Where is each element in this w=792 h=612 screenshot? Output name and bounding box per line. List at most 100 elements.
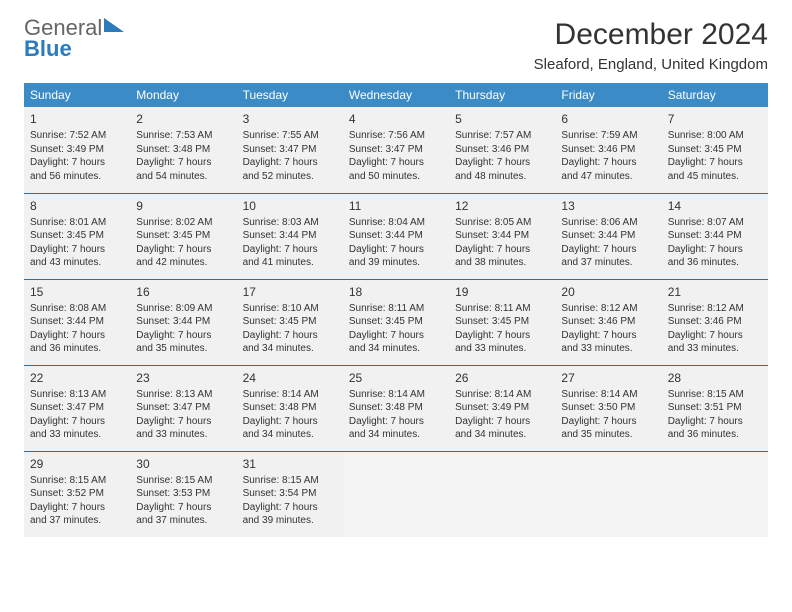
col-saturday: Saturday bbox=[662, 83, 768, 107]
day-number: 25 bbox=[349, 370, 443, 386]
calendar-cell: 11Sunrise: 8:04 AMSunset: 3:44 PMDayligh… bbox=[343, 193, 449, 279]
sunset-line: Sunset: 3:44 PM bbox=[455, 229, 549, 243]
calendar-cell: 5Sunrise: 7:57 AMSunset: 3:46 PMDaylight… bbox=[449, 107, 555, 193]
sunrise-line: Sunrise: 8:08 AM bbox=[30, 302, 124, 316]
day-number: 27 bbox=[561, 370, 655, 386]
sunset-line: Sunset: 3:45 PM bbox=[30, 229, 124, 243]
sunrise-line: Sunrise: 8:14 AM bbox=[455, 388, 549, 402]
calendar-cell: 6 Sunrise: 7:59 AMSunset: 3:46 PMDaylight… bbox=[555, 107, 661, 193]
daylight-line: Daylight: 7 hours and 33 minutes. bbox=[30, 415, 124, 442]
calendar-cell: 13Sunrise: 8:06 AMSunset: 3:44 PMDayligh… bbox=[555, 193, 661, 279]
daylight-line: Daylight: 7 hours and 33 minutes. bbox=[561, 329, 655, 356]
sunrise-line: Sunrise: 8:13 AM bbox=[136, 388, 230, 402]
sunset-line: Sunset: 3:45 PM bbox=[455, 315, 549, 329]
calendar-row: 15Sunrise: 8:08 AMSunset: 3:44 PMDayligh… bbox=[24, 279, 768, 365]
sunrise-line: Sunrise: 8:06 AM bbox=[561, 216, 655, 230]
day-number: 11 bbox=[349, 198, 443, 214]
calendar-cell: 18Sunrise: 8:11 AMSunset: 3:45 PMDayligh… bbox=[343, 279, 449, 365]
daylight-line: Daylight: 7 hours and 47 minutes. bbox=[561, 156, 655, 183]
daylight-line: Daylight: 7 hours and 35 minutes. bbox=[136, 329, 230, 356]
sunrise-line: Sunrise: 8:15 AM bbox=[136, 474, 230, 488]
sunset-line: Sunset: 3:54 PM bbox=[243, 487, 337, 501]
sunrise-line: Sunrise: 8:07 AM bbox=[668, 216, 762, 230]
daylight-line: Daylight: 7 hours and 48 minutes. bbox=[455, 156, 549, 183]
calendar-cell: 16Sunrise: 8:09 AMSunset: 3:44 PMDayligh… bbox=[130, 279, 236, 365]
daylight-line: Daylight: 7 hours and 36 minutes. bbox=[668, 415, 762, 442]
sunset-line: Sunset: 3:46 PM bbox=[561, 143, 655, 157]
calendar-cell: 29Sunrise: 8:15 AMSunset: 3:52 PMDayligh… bbox=[24, 451, 130, 537]
daylight-line: Daylight: 7 hours and 36 minutes. bbox=[668, 243, 762, 270]
day-number: 20 bbox=[561, 284, 655, 300]
sunset-line: Sunset: 3:49 PM bbox=[455, 401, 549, 415]
sunrise-line: Sunrise: 7:57 AM bbox=[455, 129, 549, 143]
calendar-cell: 3Sunrise: 7:55 AMSunset: 3:47 PMDaylight… bbox=[237, 107, 343, 193]
sunrise-line: Sunrise: 8:03 AM bbox=[243, 216, 337, 230]
logo-triangle-icon bbox=[104, 18, 124, 32]
daylight-line: Daylight: 7 hours and 52 minutes. bbox=[243, 156, 337, 183]
day-number: 28 bbox=[668, 370, 762, 386]
sunrise-line: Sunrise: 8:11 AM bbox=[349, 302, 443, 316]
calendar-cell: 22Sunrise: 8:13 AMSunset: 3:47 PMDayligh… bbox=[24, 365, 130, 451]
calendar-cell: 24Sunrise: 8:14 AMSunset: 3:48 PMDayligh… bbox=[237, 365, 343, 451]
day-number: 23 bbox=[136, 370, 230, 386]
day-number: 12 bbox=[455, 198, 549, 214]
calendar-cell bbox=[662, 451, 768, 537]
daylight-line: Daylight: 7 hours and 45 minutes. bbox=[668, 156, 762, 183]
sunrise-line: Sunrise: 8:11 AM bbox=[455, 302, 549, 316]
daylight-line: Daylight: 7 hours and 34 minutes. bbox=[243, 415, 337, 442]
calendar-table: Sunday Monday Tuesday Wednesday Thursday… bbox=[24, 83, 768, 537]
sunset-line: Sunset: 3:48 PM bbox=[136, 143, 230, 157]
daylight-line: Daylight: 7 hours and 39 minutes. bbox=[243, 501, 337, 528]
day-number: 5 bbox=[455, 111, 549, 127]
daylight-line: Daylight: 7 hours and 36 minutes. bbox=[30, 329, 124, 356]
sunrise-line: Sunrise: 8:14 AM bbox=[349, 388, 443, 402]
sunset-line: Sunset: 3:45 PM bbox=[668, 143, 762, 157]
calendar-cell: 9Sunrise: 8:02 AMSunset: 3:45 PMDaylight… bbox=[130, 193, 236, 279]
daylight-line: Daylight: 7 hours and 34 minutes. bbox=[349, 329, 443, 356]
calendar-cell: 26Sunrise: 8:14 AMSunset: 3:49 PMDayligh… bbox=[449, 365, 555, 451]
sunrise-line: Sunrise: 8:14 AM bbox=[243, 388, 337, 402]
sunset-line: Sunset: 3:45 PM bbox=[243, 315, 337, 329]
day-number: 26 bbox=[455, 370, 549, 386]
day-number: 15 bbox=[30, 284, 124, 300]
col-sunday: Sunday bbox=[24, 83, 130, 107]
sunrise-line: Sunrise: 8:05 AM bbox=[455, 216, 549, 230]
day-number: 16 bbox=[136, 284, 230, 300]
daylight-line: Daylight: 7 hours and 33 minutes. bbox=[455, 329, 549, 356]
daylight-line: Daylight: 7 hours and 33 minutes. bbox=[136, 415, 230, 442]
calendar-cell bbox=[555, 451, 661, 537]
sunset-line: Sunset: 3:50 PM bbox=[561, 401, 655, 415]
calendar-header-row: Sunday Monday Tuesday Wednesday Thursday… bbox=[24, 83, 768, 107]
calendar-cell: 28Sunrise: 8:15 AMSunset: 3:51 PMDayligh… bbox=[662, 365, 768, 451]
calendar-cell: 8Sunrise: 8:01 AMSunset: 3:45 PMDaylight… bbox=[24, 193, 130, 279]
day-number: 30 bbox=[136, 456, 230, 472]
sunrise-line: Sunrise: 7:59 AM bbox=[561, 129, 655, 143]
daylight-line: Daylight: 7 hours and 50 minutes. bbox=[349, 156, 443, 183]
calendar-cell: 25Sunrise: 8:14 AMSunset: 3:48 PMDayligh… bbox=[343, 365, 449, 451]
sunset-line: Sunset: 3:44 PM bbox=[561, 229, 655, 243]
day-number: 31 bbox=[243, 456, 337, 472]
sunset-line: Sunset: 3:44 PM bbox=[668, 229, 762, 243]
daylight-line: Daylight: 7 hours and 37 minutes. bbox=[136, 501, 230, 528]
header: General Blue December 2024 Sleaford, Eng… bbox=[24, 18, 768, 73]
calendar-cell bbox=[449, 451, 555, 537]
day-number: 13 bbox=[561, 198, 655, 214]
sunrise-line: Sunrise: 8:14 AM bbox=[561, 388, 655, 402]
sunrise-line: Sunrise: 7:53 AM bbox=[136, 129, 230, 143]
logo: General Blue bbox=[24, 18, 124, 60]
calendar-cell: 10Sunrise: 8:03 AMSunset: 3:44 PMDayligh… bbox=[237, 193, 343, 279]
day-number: 7 bbox=[668, 111, 762, 127]
daylight-line: Daylight: 7 hours and 35 minutes. bbox=[561, 415, 655, 442]
day-number: 22 bbox=[30, 370, 124, 386]
sunrise-line: Sunrise: 8:15 AM bbox=[668, 388, 762, 402]
sunset-line: Sunset: 3:44 PM bbox=[136, 315, 230, 329]
day-number: 6 bbox=[561, 111, 655, 127]
sunset-line: Sunset: 3:45 PM bbox=[136, 229, 230, 243]
calendar-cell: 1Sunrise: 7:52 AMSunset: 3:49 PMDaylight… bbox=[24, 107, 130, 193]
sunset-line: Sunset: 3:48 PM bbox=[243, 401, 337, 415]
day-number: 18 bbox=[349, 284, 443, 300]
sunset-line: Sunset: 3:47 PM bbox=[30, 401, 124, 415]
sunset-line: Sunset: 3:49 PM bbox=[30, 143, 124, 157]
sunrise-line: Sunrise: 8:15 AM bbox=[243, 474, 337, 488]
calendar-row: 22Sunrise: 8:13 AMSunset: 3:47 PMDayligh… bbox=[24, 365, 768, 451]
